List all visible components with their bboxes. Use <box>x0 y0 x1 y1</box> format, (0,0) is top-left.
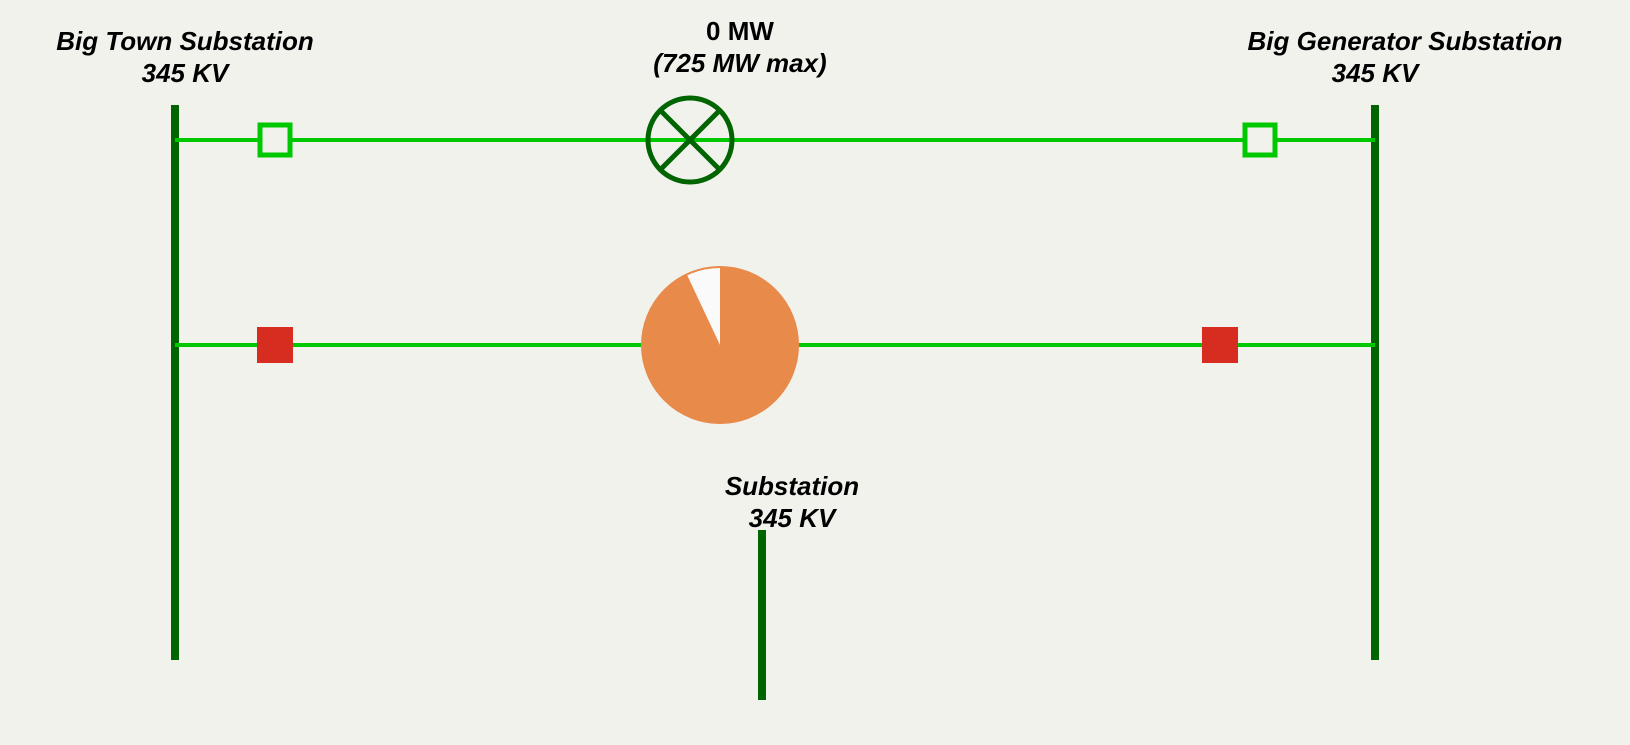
big-gen-label: Big Generator Substation <box>1248 26 1563 56</box>
breaker-open[interactable] <box>260 125 290 155</box>
power-one-line-diagram: Big Town Substation345 KVBig Generator S… <box>0 0 1630 745</box>
breaker-closed[interactable] <box>257 327 293 363</box>
big-town-label: Big Town Substation <box>56 26 314 56</box>
top-line-flow: 0 MW <box>706 16 774 46</box>
mid-sub-kv: 345 KV <box>749 503 838 533</box>
mid-sub-label: Substation <box>725 471 859 501</box>
breaker-closed[interactable] <box>1202 327 1238 363</box>
breaker-open[interactable] <box>1245 125 1275 155</box>
line-loading-pie-fill <box>642 267 798 423</box>
big-town-kv: 345 KV <box>142 58 231 88</box>
big-gen-kv: 345 KV <box>1332 58 1421 88</box>
top-line-max: (725 MW max) <box>653 48 826 78</box>
